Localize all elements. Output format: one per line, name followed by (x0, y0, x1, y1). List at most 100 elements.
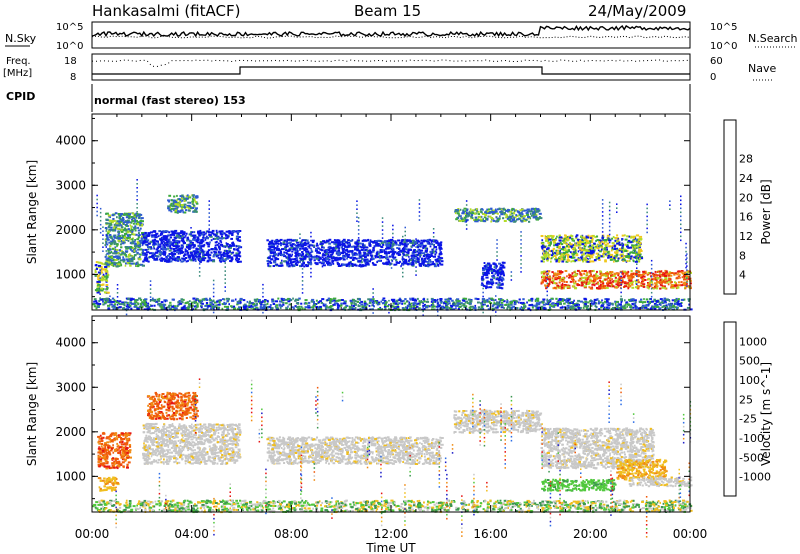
data-cell (662, 305, 666, 308)
data-cell (141, 239, 145, 242)
data-cell (547, 256, 550, 259)
data-cell (353, 302, 355, 305)
data-cell (400, 242, 404, 245)
data-cell (376, 260, 379, 263)
data-cell (527, 210, 529, 213)
data-cell (633, 256, 637, 259)
data-cell (547, 242, 551, 244)
data-cell (665, 306, 669, 308)
data-cell (608, 307, 611, 310)
data-cell (140, 303, 142, 306)
data-cell (488, 286, 491, 289)
data-cell (286, 238, 290, 241)
data-cell (490, 280, 494, 283)
data-cell (141, 253, 145, 256)
data-cell (654, 304, 657, 307)
data-cell (205, 299, 209, 301)
data-cell (606, 242, 610, 245)
data-cell (174, 199, 178, 202)
data-cell (145, 233, 149, 236)
data-cell (151, 252, 154, 255)
data-cell (157, 302, 160, 305)
data-cell (222, 298, 225, 301)
data-cell (283, 255, 287, 258)
data-cell (326, 255, 330, 258)
data-cell (107, 230, 111, 233)
data-cell (509, 302, 513, 305)
data-cell (355, 264, 358, 267)
data-cell (510, 209, 514, 212)
data-cell (307, 301, 311, 304)
data-cell (97, 274, 101, 277)
nsky-tick-high: 10^5 (56, 22, 83, 33)
data-cell (408, 241, 411, 244)
data-cell (439, 299, 442, 302)
data-cell (196, 250, 199, 253)
data-cell (374, 300, 377, 303)
data-cell (456, 209, 459, 212)
data-cell (565, 300, 569, 303)
data-cell (493, 266, 496, 269)
data-cell (477, 301, 480, 304)
data-cell (521, 213, 524, 216)
data-cell (230, 237, 233, 240)
data-cell (351, 308, 354, 311)
data-cell (133, 214, 136, 217)
data-cell (559, 243, 562, 246)
data-cell (653, 302, 657, 305)
data-cell (303, 241, 306, 244)
data-cell (122, 303, 126, 306)
data-cell (230, 232, 234, 235)
data-cell (394, 300, 398, 303)
data-cell (411, 259, 414, 262)
data-cell (115, 250, 118, 253)
data-cell (134, 254, 137, 257)
data-cell (495, 278, 499, 281)
data-cell (353, 256, 357, 259)
data-cell (337, 265, 341, 267)
data-cell (331, 300, 334, 303)
data-cell (526, 301, 528, 304)
data-cell (363, 302, 367, 305)
data-cell (168, 194, 172, 197)
data-cell (458, 306, 462, 308)
data-cell (538, 212, 542, 215)
data-cell (488, 265, 492, 268)
data-cell (169, 243, 173, 246)
data-cell (402, 260, 406, 263)
data-cell (631, 244, 636, 247)
data-cell (574, 244, 578, 247)
data-cell (344, 302, 347, 305)
data-cell (205, 302, 209, 304)
data-cell (402, 262, 404, 265)
data-cell (171, 207, 175, 210)
data-cell (107, 301, 110, 304)
data-cell (153, 234, 156, 237)
data-cell (134, 299, 137, 302)
data-cell (92, 303, 96, 306)
data-cell (276, 245, 279, 248)
data-cell (225, 257, 229, 260)
data-cell (335, 244, 339, 247)
data-cell (380, 242, 385, 244)
data-cell (332, 241, 337, 244)
data-cell (485, 217, 488, 220)
data-cell (628, 259, 631, 262)
data-cell (384, 300, 387, 302)
data-cell (206, 243, 209, 246)
data-cell (613, 248, 617, 250)
data-cell (192, 199, 196, 202)
data-cell (194, 209, 197, 212)
data-cell (97, 264, 101, 267)
data-cell (112, 264, 115, 267)
data-cell (210, 235, 213, 238)
data-cell (287, 300, 291, 303)
data-cell (114, 228, 117, 231)
data-cell (277, 254, 279, 257)
data-cell (516, 218, 519, 221)
data-cell (550, 302, 554, 305)
data-cell (113, 243, 116, 246)
data-cell (484, 215, 487, 217)
data-cell (434, 308, 436, 311)
data-cell (268, 245, 272, 248)
